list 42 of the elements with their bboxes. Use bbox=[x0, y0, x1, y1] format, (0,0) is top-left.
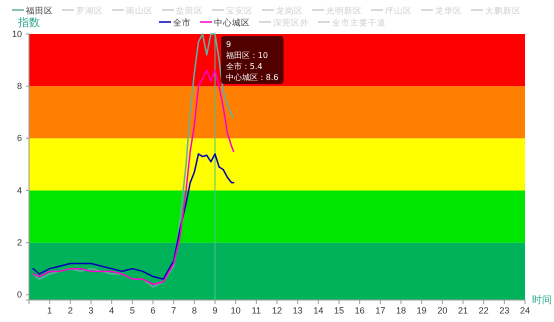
annotation: 福田区 : 10 bbox=[226, 51, 268, 60]
line-series bbox=[32, 33, 234, 288]
annotation: 9 bbox=[226, 40, 232, 49]
x-tick-label: 19 bbox=[416, 305, 427, 316]
annotation: 中心城区 : 8.6 bbox=[226, 73, 279, 82]
x-tick-label: 5 bbox=[130, 305, 135, 316]
x-tick-label: 4 bbox=[109, 305, 114, 316]
y-tick-label: 4 bbox=[16, 185, 22, 196]
x-tick-label: 10 bbox=[230, 305, 241, 316]
x-tick-label: 7 bbox=[171, 305, 176, 316]
annotation: 全市 : 5.4 bbox=[226, 62, 263, 71]
x-axis-title: 时间 bbox=[532, 294, 552, 306]
x-tick-label: 24 bbox=[520, 305, 530, 316]
x-tick-label: 8 bbox=[192, 305, 197, 316]
x-tick-label: 11 bbox=[252, 305, 262, 316]
y-tick-label: 6 bbox=[16, 133, 22, 144]
line-series bbox=[32, 70, 234, 286]
x-tick-label: 3 bbox=[88, 305, 94, 316]
y-axis-title: 指数 bbox=[17, 16, 40, 29]
line-series bbox=[32, 153, 234, 280]
legend-label: 福田区 bbox=[26, 6, 53, 16]
x-tick-label: 6 bbox=[150, 305, 156, 316]
legend-label: 中心城区 bbox=[214, 18, 250, 28]
y-tick-label: 10 bbox=[12, 28, 22, 39]
x-tick-label: 20 bbox=[437, 305, 448, 316]
x-tick-label: 21 bbox=[458, 305, 468, 316]
x-tick-label: 15 bbox=[334, 305, 344, 316]
legend-label: 全市 bbox=[173, 18, 191, 28]
x-tick-label: 2 bbox=[68, 305, 73, 316]
x-tick-label: 23 bbox=[499, 305, 510, 316]
x-tick-label: 18 bbox=[396, 305, 406, 316]
y-tick-label: 0 bbox=[16, 290, 22, 300]
x-tick-label: 22 bbox=[478, 305, 489, 316]
x-tick-label: 14 bbox=[313, 305, 324, 316]
x-tick-label: 13 bbox=[292, 305, 303, 316]
x-tick-label: 1 bbox=[47, 305, 52, 316]
x-tick-label: 9 bbox=[212, 305, 218, 316]
y-tick-label: 8 bbox=[16, 81, 22, 92]
x-tick-label: 16 bbox=[354, 305, 365, 316]
x-tick-label: 17 bbox=[375, 305, 386, 316]
y-tick-label: 2 bbox=[16, 238, 22, 248]
x-tick-label: 12 bbox=[272, 305, 282, 316]
